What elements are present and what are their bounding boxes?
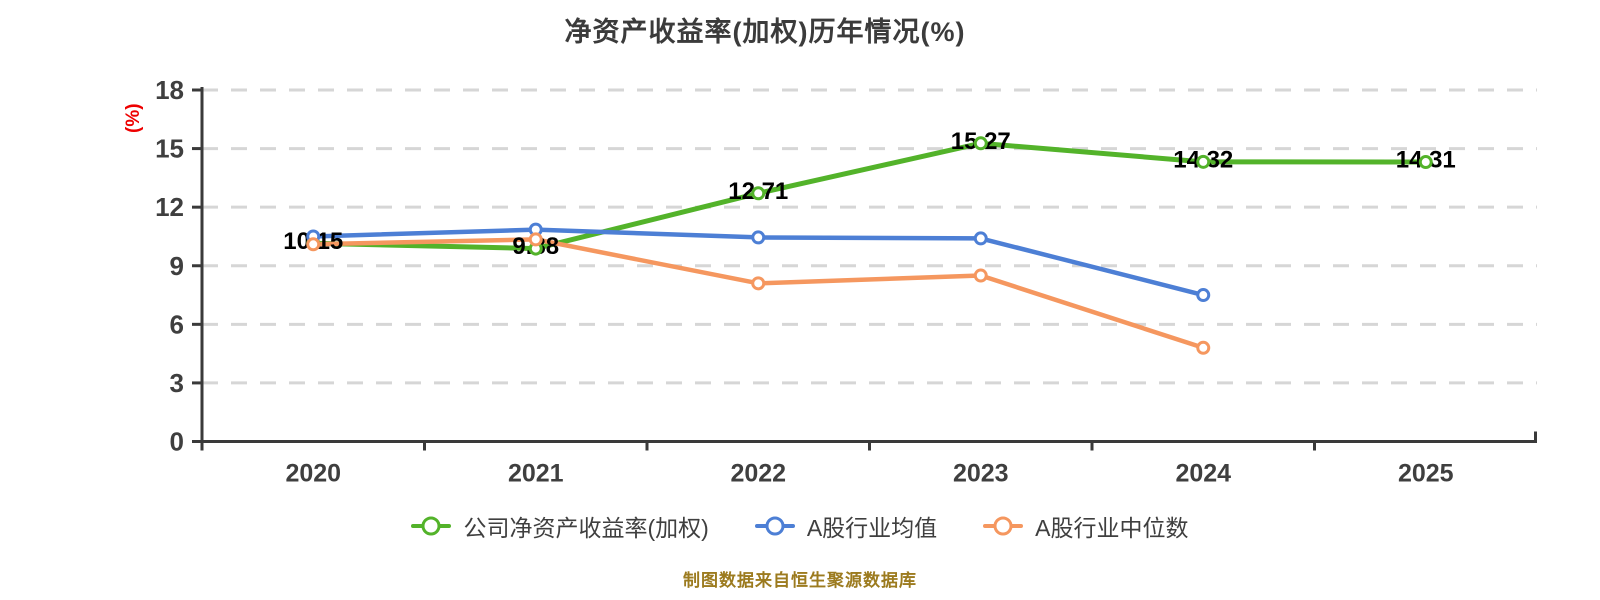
legend-item-company-roe[interactable]: 公司净资产收益率(加权) — [411, 509, 709, 543]
x-tick-label-2022[interactable]: 2022 — [730, 460, 786, 488]
data-point-series1-2022[interactable] — [751, 230, 766, 245]
y-tick-label-3: 3 — [170, 368, 184, 398]
data-source-note: 制图数据来自恒生聚源数据库 — [683, 571, 917, 590]
legend: 公司净资产收益率(加权) A股行业均值 A股行业中位数 — [0, 504, 1600, 548]
x-tick-label-2024[interactable]: 2024 — [1175, 460, 1231, 488]
y-tick-label-9: 9 — [170, 251, 184, 281]
legend-dot-green-icon — [421, 516, 441, 536]
legend-label-company-roe: 公司净资产收益率(加权) — [463, 515, 709, 541]
legend-line-marker-blue-icon — [754, 516, 795, 536]
y-tick-label-15: 15 — [155, 134, 184, 164]
legend-label-industry-median: A股行业中位数 — [1035, 515, 1189, 541]
data-point-series1-2024[interactable] — [1196, 288, 1211, 303]
y-tick-label-6: 6 — [170, 309, 184, 339]
chart-title: 净资产收益率(加权)历年情况(%) — [564, 17, 966, 47]
data-point-series0-2023[interactable] — [973, 136, 988, 151]
series-line-0[interactable] — [310, 140, 1429, 252]
y-tick-label-0: 0 — [170, 427, 184, 457]
legend-dot-blue-icon — [765, 516, 785, 536]
y-tick-label-18: 18 — [155, 75, 184, 105]
data-point-series2-2022[interactable] — [751, 276, 766, 291]
legend-line-marker-green-icon — [411, 516, 452, 536]
x-tick-label-2025[interactable]: 2025 — [1398, 460, 1454, 488]
data-point-series2-2024[interactable] — [1196, 340, 1211, 355]
data-point-series1-2023[interactable] — [973, 231, 988, 246]
legend-line-marker-orange-icon — [983, 516, 1024, 536]
legend-dot-orange-icon — [993, 516, 1013, 536]
legend-item-industry-median[interactable]: A股行业中位数 — [983, 509, 1189, 543]
data-point-series0-2025[interactable] — [1418, 155, 1433, 170]
data-point-series0-2024[interactable] — [1196, 154, 1211, 169]
data-point-series2-2021[interactable] — [528, 232, 543, 247]
data-point-series2-2020[interactable] — [306, 237, 321, 252]
series-line-2[interactable] — [311, 237, 1206, 351]
y-tick-label-12: 12 — [155, 192, 184, 222]
data-point-series0-2022[interactable] — [751, 186, 766, 201]
x-tick-label-2021[interactable]: 2021 — [508, 460, 564, 488]
x-tick-label-2020[interactable]: 2020 — [285, 460, 341, 488]
data-point-series2-2023[interactable] — [973, 268, 988, 283]
legend-label-industry-mean: A股行业均值 — [806, 515, 938, 541]
x-tick-label-2023[interactable]: 2023 — [953, 460, 1009, 488]
legend-item-industry-mean[interactable]: A股行业均值 — [754, 509, 938, 543]
